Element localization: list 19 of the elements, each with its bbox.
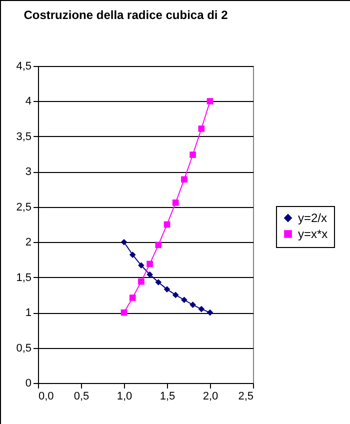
x-tick-label: 1,0 [116, 390, 132, 402]
x-tick-label: 2,5 [238, 390, 254, 402]
legend-label: y=x*x [298, 227, 328, 241]
x-tick-label: 2,0 [202, 390, 218, 402]
y-tick-label: 4 [25, 96, 32, 108]
x-tick-label: 0,5 [74, 390, 90, 402]
chart-title: Costruzione della radice cubica di 2 [24, 8, 228, 22]
x-tick-label: 1,5 [160, 390, 176, 402]
y-tick-label: 1 [25, 307, 32, 320]
legend-label: y=2/x [298, 211, 328, 225]
y-tick-label: 2,5 [16, 201, 32, 214]
y-tick-label: 0 [25, 378, 32, 390]
y-tick-label: 1,5 [16, 272, 32, 284]
y-tick-label: 0,5 [16, 342, 32, 354]
x-tick-label: 0,0 [38, 390, 54, 402]
y-tick-label: 3 [25, 166, 32, 178]
y-tick-label: 2 [25, 236, 32, 249]
y-tick-label: 3,5 [16, 130, 32, 143]
y-tick-label: 4,5 [16, 60, 32, 72]
